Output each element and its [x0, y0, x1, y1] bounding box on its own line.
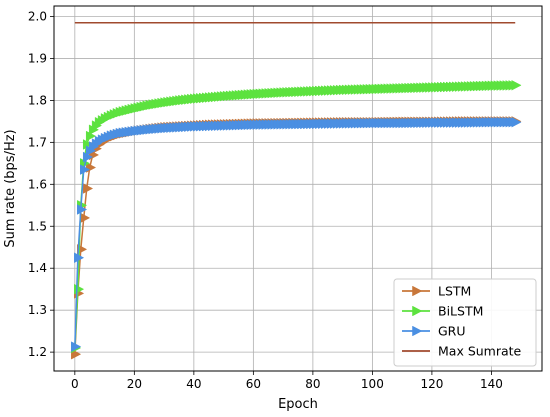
x-tick-label: 80 — [305, 377, 320, 391]
legend-label: GRU — [438, 324, 466, 339]
legend-box — [393, 278, 537, 367]
legend-marker — [412, 325, 423, 337]
data-point — [79, 164, 91, 175]
legend-label: LSTM — [438, 284, 471, 299]
x-tick-label: 60 — [246, 377, 261, 391]
legend-label: BiLSTM — [438, 304, 483, 319]
y-tick-label: 2.0 — [28, 9, 47, 23]
data-point — [511, 80, 522, 91]
y-tick-label: 1.5 — [28, 219, 47, 233]
legend-marker — [412, 305, 423, 317]
data-point — [82, 183, 94, 194]
data-point — [74, 252, 85, 264]
legend-label: Max Sumrate — [438, 344, 522, 359]
y-axis-label: Sum rate (bps/Hz) — [3, 129, 18, 247]
series-bilstm — [71, 80, 522, 354]
legend-item: LSTM — [402, 284, 471, 299]
legend-item: Max Sumrate — [402, 344, 522, 359]
y-tick-label: 1.6 — [28, 177, 47, 191]
legend-item: BiLSTM — [402, 304, 483, 319]
x-tick-label: 120 — [420, 377, 443, 391]
x-axis-label: Epoch — [278, 397, 318, 412]
data-point — [77, 204, 88, 215]
data-point — [511, 116, 522, 128]
x-tick-label: 0 — [71, 377, 79, 391]
x-tick-label: 100 — [361, 377, 384, 391]
series-gru — [71, 116, 522, 352]
y-tick-label: 1.4 — [28, 261, 47, 275]
x-tick-label: 140 — [480, 377, 503, 391]
y-tick-label: 1.3 — [28, 303, 47, 317]
plot-frame — [53, 5, 543, 372]
data-point — [71, 341, 82, 352]
x-tick-label: 40 — [186, 377, 201, 391]
y-tick-label: 1.9 — [28, 51, 47, 65]
legend-item: GRU — [402, 324, 466, 339]
y-tick-label: 1.8 — [28, 93, 47, 107]
y-tick-label: 1.2 — [28, 345, 47, 359]
x-tick-label: 20 — [127, 377, 142, 391]
legend: LSTM BiLSTM GRU Max Sumrate — [393, 278, 537, 367]
y-tick-label: 1.7 — [28, 135, 47, 149]
ticks: 0 20 40 60 80 100 120 140 1.2 1.3 1.4 1.5 1.6 1.7 1.8 1… — [28, 9, 503, 391]
series-layer — [71, 22, 522, 360]
legend-marker — [412, 285, 423, 297]
